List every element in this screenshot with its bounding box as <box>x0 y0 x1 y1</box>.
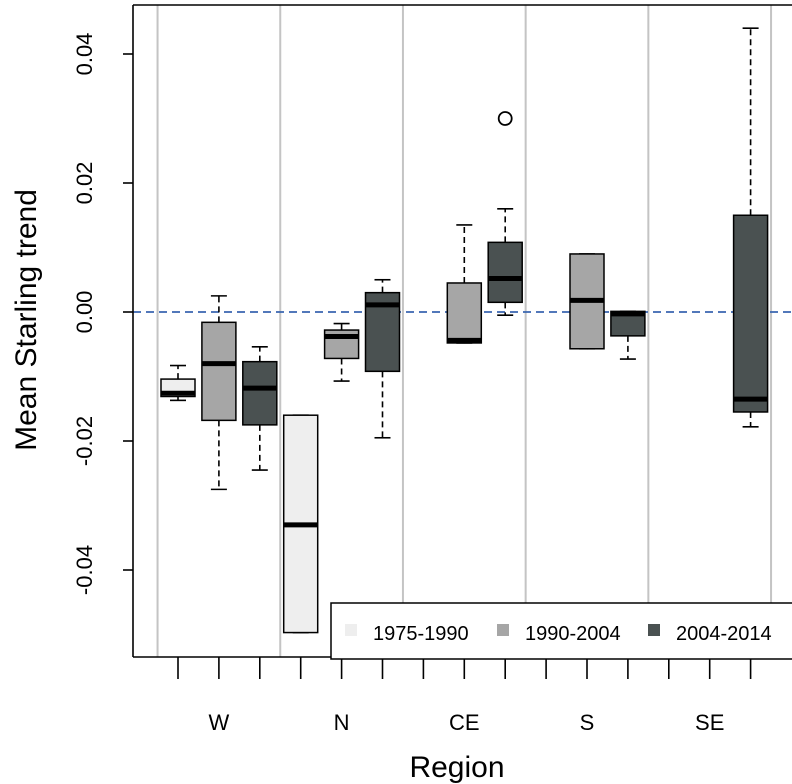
box-W-2004-2014 <box>242 346 278 471</box>
box-N-1975-1990 <box>282 414 319 634</box>
box-body <box>732 214 769 413</box>
box-W-1975-1990 <box>160 364 196 402</box>
box-CE-1990-2004 <box>446 224 483 344</box>
legend-label: 1990-2004 <box>525 623 621 645</box>
y-axis-label: Mean Starling trend <box>10 189 43 451</box>
box-N-1990-2004 <box>323 322 360 382</box>
x-tick-label: W <box>209 710 230 735</box>
x-axis-label: Region <box>409 751 504 784</box>
box-body <box>201 321 237 422</box>
legend-label: 2004-2014 <box>676 623 772 645</box>
y-tick-label: 0.02 <box>72 162 97 205</box>
boxes-group <box>160 27 769 634</box>
box-S-2004-2014 <box>610 310 646 360</box>
box-S-1990-2004 <box>569 253 605 350</box>
vertical-grid <box>156 5 773 657</box>
y-tick-label: 0.00 <box>72 291 97 334</box>
x-tick-label: CE <box>449 710 480 735</box>
x-axis: W N CE S SE <box>177 657 752 735</box>
x-tick-label: S <box>580 710 595 735</box>
y-tick-label: 0.04 <box>72 33 97 76</box>
x-tick-label: N <box>334 710 350 735</box>
box-CE-2004-2014 <box>487 111 523 317</box>
box-SE-2004-2014 <box>732 27 769 428</box>
legend-swatch <box>345 624 357 636</box>
outlier-point <box>497 111 513 126</box>
legend-label: 1975-1990 <box>373 623 469 645</box>
legend-swatch <box>648 624 660 636</box>
legend-swatch <box>497 624 509 636</box>
box-body <box>487 241 523 304</box>
box-body <box>242 360 278 426</box>
box-N-2004-2014 <box>364 278 401 439</box>
box-W-1990-2004 <box>201 295 237 491</box>
y-axis: -0.04 -0.02 0.00 0.02 0.04 <box>72 33 133 595</box>
y-tick-label: -0.02 <box>72 416 97 466</box>
x-tick-label: SE <box>695 710 724 735</box>
box-body <box>446 282 483 344</box>
legend-box <box>330 602 792 660</box>
y-tick-label: -0.04 <box>72 545 97 595</box>
legend: 1975-1990 1990-2004 2004-2014 <box>330 602 792 660</box>
